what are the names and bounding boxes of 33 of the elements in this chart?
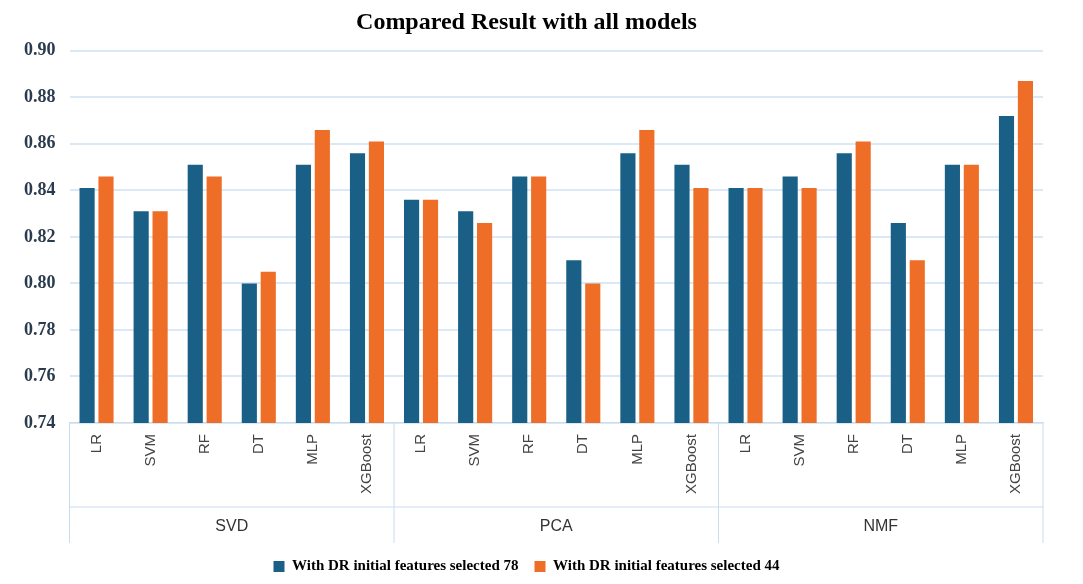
y-tick-label: 0.84 (24, 179, 56, 200)
y-tick-label: 0.90 (24, 39, 56, 60)
x-tick-label: SVM (140, 433, 158, 467)
x-tick-label: MLP (952, 433, 970, 465)
text: NMF (863, 517, 899, 535)
y-tick-label: 0.74 (24, 411, 56, 432)
legend-label: With DR initial features selected 44 (553, 557, 780, 574)
x-tick-label: XGBoost (357, 433, 375, 494)
x-tick-label: SVM (465, 433, 483, 467)
y-tick-label: 0.88 (24, 85, 56, 106)
x-tick-label: DT (248, 433, 266, 454)
x-tick-label: RF (519, 433, 537, 454)
legend-label: With DR initial features selected 78 (292, 557, 519, 574)
chart-title: Compared Result with all models (356, 7, 697, 34)
x-tick-label: DT (897, 433, 915, 454)
x-tick-label: LR (411, 433, 429, 454)
x-tick-label: MLP (303, 433, 321, 465)
x-tick-label: LR (735, 433, 753, 454)
x-tick-label: RF (194, 433, 212, 454)
y-tick-label: 0.82 (24, 225, 56, 246)
y-tick-label: 0.76 (24, 365, 56, 386)
x-tick-label: MLP (627, 433, 645, 465)
y-tick-label: 0.86 (24, 132, 56, 153)
x-tick-label: LR (86, 433, 104, 454)
x-tick-label: DT (573, 433, 591, 454)
x-tick-label: XGBoost (1006, 433, 1024, 494)
y-tick-label: 0.80 (24, 272, 56, 293)
y-tick-label: 0.78 (24, 318, 56, 339)
text: PCA (539, 517, 574, 535)
x-tick-label: RF (843, 433, 861, 454)
x-tick-label: XGBoost (681, 433, 699, 494)
text: SVD (215, 517, 249, 535)
x-tick-label: SVM (789, 433, 807, 467)
